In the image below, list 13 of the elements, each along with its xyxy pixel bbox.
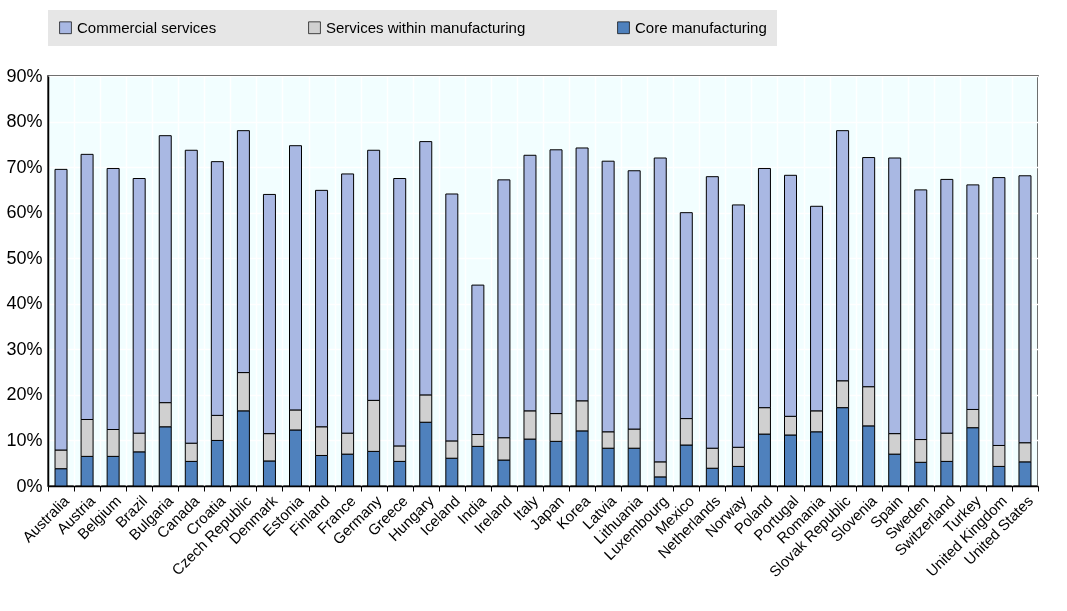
y-tick-label: 70% (6, 156, 43, 177)
y-tick-label: 20% (6, 384, 43, 405)
y-tick-label: 80% (6, 111, 43, 132)
y-tick-label: 0% (16, 475, 43, 496)
legend-label: Services within manufacturing (326, 18, 526, 36)
legend-label: Commercial services (77, 18, 217, 36)
y-tick-label: 10% (6, 429, 43, 450)
y-tick-label: 40% (6, 293, 43, 314)
y-tick-label: 30% (6, 338, 43, 359)
legend-label: Core manufacturing (635, 18, 767, 36)
y-tick-label: 50% (6, 247, 43, 268)
y-tick-label: 90% (6, 65, 43, 86)
y-tick-label: 60% (6, 202, 43, 223)
